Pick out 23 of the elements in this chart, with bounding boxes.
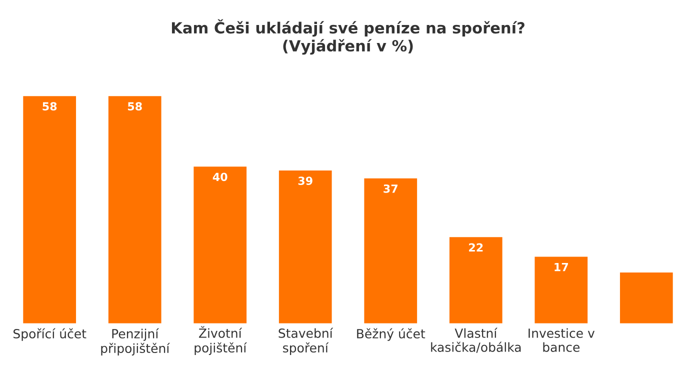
data-label: 40 — [212, 172, 228, 182]
x-tick-label: Spořící účet — [13, 328, 86, 341]
x-tick-label: Investice v bance — [528, 328, 595, 352]
chart-title: Kam Češi ukládají své peníze na spoření? (Vyjádření v %) — [172, 19, 524, 55]
bar — [534, 256, 588, 324]
x-tick-label: Penzijní připojištění — [101, 328, 170, 356]
bar — [278, 170, 332, 324]
x-tick-label: Běžný účet — [357, 328, 426, 341]
data-label: 17 — [554, 262, 568, 272]
data-label: 37 — [384, 184, 398, 193]
data-label: 22 — [469, 243, 483, 252]
data-label: 58 — [42, 102, 57, 111]
bar — [108, 96, 162, 324]
x-tick-label: Životní pojištění — [194, 326, 247, 355]
bar — [23, 96, 76, 324]
bar — [449, 237, 502, 324]
data-label: 58 — [128, 102, 142, 111]
x-tick-label: Stavební spoření — [278, 328, 334, 355]
bar — [194, 166, 247, 324]
x-tick-label: Vlastní kasička/obálka — [431, 328, 521, 353]
data-label: 39 — [298, 176, 312, 186]
bar — [364, 178, 418, 324]
bar — [620, 272, 673, 324]
